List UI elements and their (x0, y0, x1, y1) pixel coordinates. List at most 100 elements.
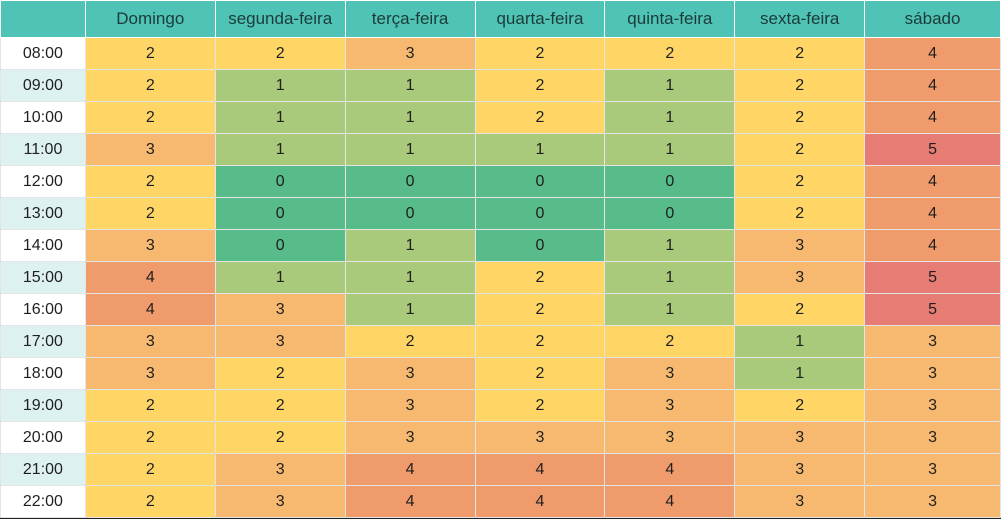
heat-cell[interactable]: 1 (474, 133, 606, 166)
heat-cell[interactable]: 3 (734, 229, 866, 262)
heat-cell[interactable]: 3 (474, 421, 606, 454)
heat-cell[interactable]: 4 (864, 229, 1001, 262)
time-label[interactable]: 21:00 (0, 453, 86, 486)
heat-cell[interactable]: 1 (344, 293, 476, 326)
heat-cell[interactable]: 4 (864, 37, 1001, 70)
heat-cell[interactable]: 1 (344, 101, 476, 134)
heat-cell[interactable]: 2 (84, 389, 216, 422)
heat-cell[interactable]: 5 (864, 293, 1001, 326)
heat-cell[interactable]: 4 (344, 453, 476, 486)
heat-cell[interactable]: 3 (604, 421, 736, 454)
time-label[interactable]: 15:00 (0, 261, 86, 294)
heat-cell[interactable]: 4 (84, 261, 216, 294)
heat-cell[interactable]: 1 (344, 229, 476, 262)
heat-cell[interactable]: 4 (864, 101, 1001, 134)
heat-cell[interactable]: 3 (344, 37, 476, 70)
heat-cell[interactable]: 1 (604, 69, 736, 102)
heat-cell[interactable]: 4 (864, 197, 1001, 230)
heat-cell[interactable]: 3 (864, 485, 1001, 518)
column-header[interactable]: Domingo (85, 0, 216, 38)
heat-cell[interactable]: 2 (474, 325, 606, 358)
heat-cell[interactable]: 2 (84, 453, 216, 486)
heat-cell[interactable]: 1 (734, 325, 866, 358)
time-label[interactable]: 09:00 (0, 69, 86, 102)
column-header[interactable]: terça-feira (345, 0, 475, 38)
heat-cell[interactable]: 3 (84, 229, 216, 262)
heat-cell[interactable]: 1 (604, 261, 736, 294)
heat-cell[interactable]: 3 (84, 357, 216, 390)
heat-cell[interactable]: 3 (214, 325, 346, 358)
time-label[interactable]: 11:00 (0, 133, 86, 166)
heat-cell[interactable]: 2 (214, 37, 346, 70)
heat-cell[interactable]: 3 (604, 357, 736, 390)
heat-cell[interactable]: 2 (474, 389, 606, 422)
heat-cell[interactable]: 0 (214, 165, 346, 198)
heat-cell[interactable]: 2 (734, 69, 866, 102)
time-label[interactable]: 12:00 (0, 165, 86, 198)
heat-cell[interactable]: 3 (344, 357, 476, 390)
corner-cell[interactable] (0, 0, 86, 38)
column-header[interactable]: sábado (864, 0, 1001, 38)
heat-cell[interactable]: 0 (474, 197, 606, 230)
heat-cell[interactable]: 4 (864, 165, 1001, 198)
heat-cell[interactable]: 1 (214, 69, 346, 102)
heat-cell[interactable]: 4 (604, 485, 736, 518)
heat-cell[interactable]: 2 (474, 101, 606, 134)
heat-cell[interactable]: 4 (604, 453, 736, 486)
heat-cell[interactable]: 2 (84, 69, 216, 102)
heat-cell[interactable]: 2 (84, 165, 216, 198)
heat-cell[interactable]: 3 (864, 421, 1001, 454)
heat-cell[interactable]: 4 (474, 453, 606, 486)
heat-cell[interactable]: 2 (474, 69, 606, 102)
heat-cell[interactable]: 2 (474, 37, 606, 70)
heat-cell[interactable]: 2 (734, 165, 866, 198)
heat-cell[interactable]: 0 (214, 229, 346, 262)
heat-cell[interactable]: 3 (864, 389, 1001, 422)
heat-cell[interactable]: 1 (344, 261, 476, 294)
heat-cell[interactable]: 0 (604, 197, 736, 230)
heat-cell[interactable]: 3 (604, 389, 736, 422)
heat-cell[interactable]: 2 (84, 421, 216, 454)
heat-cell[interactable]: 3 (344, 389, 476, 422)
heat-cell[interactable]: 2 (734, 37, 866, 70)
time-label[interactable]: 14:00 (0, 229, 86, 262)
heat-cell[interactable]: 4 (344, 485, 476, 518)
heat-cell[interactable]: 1 (344, 69, 476, 102)
heat-cell[interactable]: 3 (864, 357, 1001, 390)
heat-cell[interactable]: 2 (734, 133, 866, 166)
heat-cell[interactable]: 0 (344, 197, 476, 230)
heat-cell[interactable]: 5 (864, 133, 1001, 166)
heat-cell[interactable]: 2 (84, 485, 216, 518)
heat-cell[interactable]: 4 (474, 485, 606, 518)
heat-cell[interactable]: 0 (474, 165, 606, 198)
heat-cell[interactable]: 3 (734, 261, 866, 294)
heat-cell[interactable]: 2 (604, 37, 736, 70)
heat-cell[interactable]: 3 (84, 325, 216, 358)
time-label[interactable]: 18:00 (0, 357, 86, 390)
heat-cell[interactable]: 2 (604, 325, 736, 358)
column-header[interactable]: sexta-feira (734, 0, 865, 38)
time-label[interactable]: 16:00 (0, 293, 86, 326)
heat-cell[interactable]: 2 (344, 325, 476, 358)
heat-cell[interactable]: 1 (604, 293, 736, 326)
heat-cell[interactable]: 3 (734, 485, 866, 518)
heat-cell[interactable]: 3 (214, 485, 346, 518)
heat-cell[interactable]: 1 (214, 101, 346, 134)
heat-cell[interactable]: 1 (604, 229, 736, 262)
time-label[interactable]: 20:00 (0, 421, 86, 454)
heat-cell[interactable]: 1 (344, 133, 476, 166)
column-header[interactable]: quarta-feira (475, 0, 605, 38)
heat-cell[interactable]: 2 (474, 261, 606, 294)
time-label[interactable]: 08:00 (0, 37, 86, 70)
heat-cell[interactable]: 3 (734, 421, 866, 454)
heat-cell[interactable]: 2 (84, 197, 216, 230)
heat-cell[interactable]: 0 (604, 165, 736, 198)
heat-cell[interactable]: 3 (344, 421, 476, 454)
heat-cell[interactable]: 1 (604, 101, 736, 134)
heat-cell[interactable]: 0 (214, 197, 346, 230)
heat-cell[interactable]: 1 (214, 133, 346, 166)
heat-cell[interactable]: 3 (214, 453, 346, 486)
time-label[interactable]: 13:00 (0, 197, 86, 230)
heat-cell[interactable]: 3 (864, 325, 1001, 358)
heat-cell[interactable]: 1 (604, 133, 736, 166)
